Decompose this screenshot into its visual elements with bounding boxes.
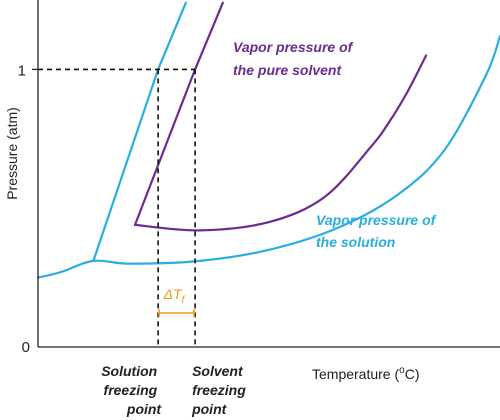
x-axis-title-superscript: o	[399, 365, 405, 376]
pure-solvent-curve-label: Vapor pressure of the pure solvent	[233, 39, 356, 78]
series-line-2	[133, 1, 224, 226]
solution-fp-line-2: freezing	[104, 382, 158, 398]
solvent-fp-line-3: point	[191, 401, 228, 417]
y-tick-label-0: 0	[22, 339, 30, 356]
axes-layer	[32, 0, 500, 348]
solvent-fp-line-2: freezing	[192, 382, 246, 398]
solution-label-line-2: the solution	[316, 234, 395, 250]
delta-tf-label: ΔTf	[163, 286, 186, 306]
x-axis-title: Temperature (oC)	[312, 365, 420, 382]
delta-tf-subscript: f	[182, 295, 186, 306]
delta-tf-marker: ΔTf	[158, 286, 196, 317]
solvent-fp-line-1: Solvent	[192, 363, 244, 379]
series-line-1	[36, 35, 500, 279]
pure-solvent-label-line-1: Vapor pressure of	[233, 39, 354, 55]
solution-fp-line-3: point	[126, 401, 163, 417]
y-tick-label-1: 1	[18, 62, 26, 79]
pure-solvent-label-line-2: the pure solvent	[233, 62, 342, 78]
solution-freezing-point-label: Solution freezing point	[101, 363, 162, 417]
x-axis-title-end: C)	[405, 366, 420, 382]
guide-lines-layer	[38, 68, 196, 347]
y-axis-title: Pressure (atm)	[4, 107, 20, 200]
solution-label-line-1: Vapor pressure of	[316, 212, 437, 228]
solution-fp-line-1: Solution	[101, 363, 157, 379]
solvent-freezing-point-label: Solvent freezing point	[191, 363, 250, 417]
series-line-0	[133, 54, 428, 232]
delta-tf-symbol: ΔT	[163, 286, 183, 302]
x-axis-title-start: Temperature (	[312, 366, 399, 382]
solution-curve-label: Vapor pressure of the solution	[316, 212, 439, 250]
